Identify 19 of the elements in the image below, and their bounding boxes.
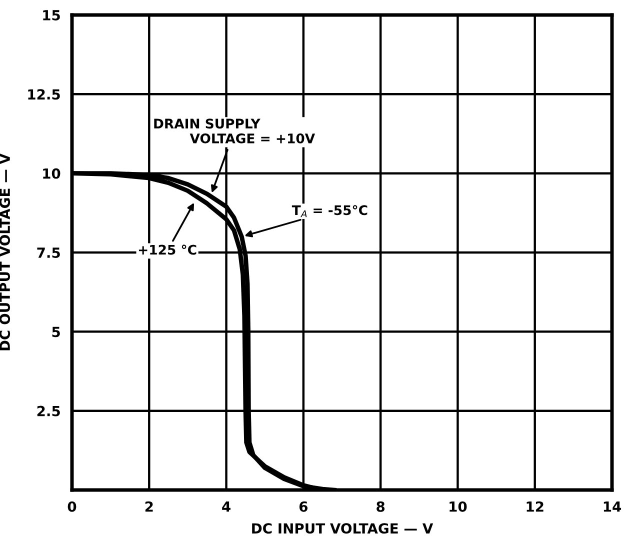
x-tick-label: 6	[299, 501, 308, 512]
x-tick-label: 0	[68, 501, 76, 512]
x-tick-label: 10	[450, 501, 467, 512]
y-tick-label: 15	[43, 10, 60, 20]
x-tick-label: 14	[604, 502, 622, 512]
y-tick-label: 12.5	[28, 89, 60, 100]
y-tick-label: 2.5	[37, 406, 60, 416]
y-tick-label: 5	[52, 326, 60, 338]
x-tick-label: 8	[376, 501, 385, 512]
y-axis-title: DC OUTPUT VOLTAGE — V	[0, 154, 10, 350]
x-tick-label: 2	[145, 501, 153, 512]
annotation: +125 °C	[138, 244, 196, 255]
y-tick-label: 7.5	[37, 248, 60, 258]
x-axis-title: DC INPUT VOLTAGE — V	[252, 523, 434, 534]
annotation: DRAIN SUPPLY VOLTAGE = +10V	[154, 118, 316, 144]
x-tick-label: 4	[222, 502, 230, 512]
annotation: T$_{A}$ = -55°C	[292, 205, 368, 218]
x-tick-label: 12	[526, 501, 544, 512]
y-tick-label: 10	[43, 168, 60, 179]
